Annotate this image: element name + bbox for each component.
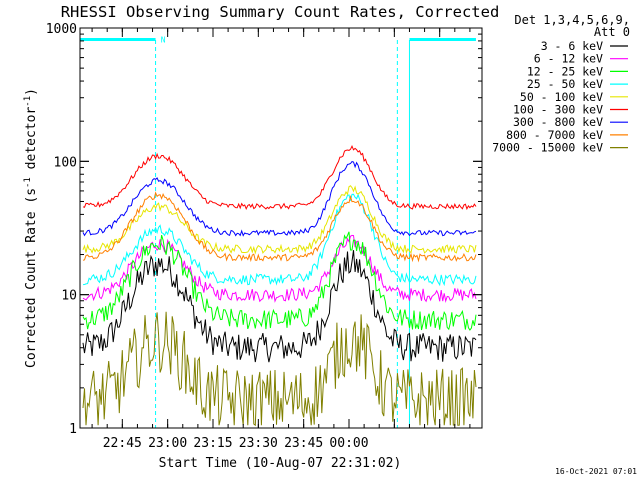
legend-label: 300 - 800 keV (513, 115, 603, 129)
annotation-label: N (161, 35, 166, 44)
x-axis-label: Start Time (10-Aug-07 22:31:02) (159, 456, 402, 471)
x-tick-label: 22:45 (103, 436, 142, 451)
x-tick-label: 00:00 (329, 436, 368, 451)
legend-label: 100 - 300 keV (513, 103, 603, 117)
timestamp: 16-Oct-2021 07:01 (555, 467, 637, 476)
series-line (82, 144, 477, 211)
legend-header-line2: Att 0 (594, 25, 630, 39)
x-tick-label: 23:00 (148, 436, 187, 451)
y-axis-label-sup2: -1 (23, 96, 33, 107)
legend-label: 800 - 7000 keV (506, 128, 603, 142)
legend-header-line1: Det 1,3,4,5,6,9, (514, 13, 630, 27)
y-tick-label: 10 (61, 289, 77, 304)
x-axis: 22:45 23:00 23:15 23:30 23:45 00:00 (91, 28, 471, 451)
series-line (82, 191, 477, 263)
series-line (82, 311, 477, 427)
series-line (82, 193, 477, 287)
y-tick-label: 1000 (46, 22, 77, 37)
legend-label: 3 - 6 keV (541, 39, 603, 53)
x-tick-label: 23:30 (239, 436, 278, 451)
legend-label: 7000 - 15000 keV (492, 141, 603, 155)
y-axis-label-part2: detector (24, 107, 39, 178)
y-axis-label-sup1: -1 (23, 177, 33, 188)
series-line (82, 231, 477, 331)
x-tick-label: 23:15 (193, 436, 232, 451)
series-line (82, 250, 477, 363)
legend-label: 25 - 50 keV (527, 77, 603, 91)
y-axis-label: Corrected Count Rate (s-1 detector-1) (23, 88, 39, 368)
chart-title: RHESSI Observing Summary Count Rates, Co… (61, 3, 500, 21)
y-axis-label-part3: ) (24, 88, 39, 96)
series-line (82, 185, 477, 255)
legend-label: 12 - 25 keV (527, 64, 603, 78)
y-tick-label: 100 (54, 155, 77, 170)
y-tick-label: 1 (69, 422, 77, 437)
y-axis: 1 10 100 1000 (46, 22, 482, 437)
series-line (82, 234, 477, 303)
legend-label: 6 - 12 keV (534, 52, 603, 66)
plot-frame (79, 27, 483, 429)
legend-label: 50 - 100 keV (520, 90, 603, 104)
series-line (82, 161, 477, 237)
x-tick-label: 23:45 (284, 436, 323, 451)
y-axis-label-part1: Corrected Count Rate (s (24, 188, 39, 368)
